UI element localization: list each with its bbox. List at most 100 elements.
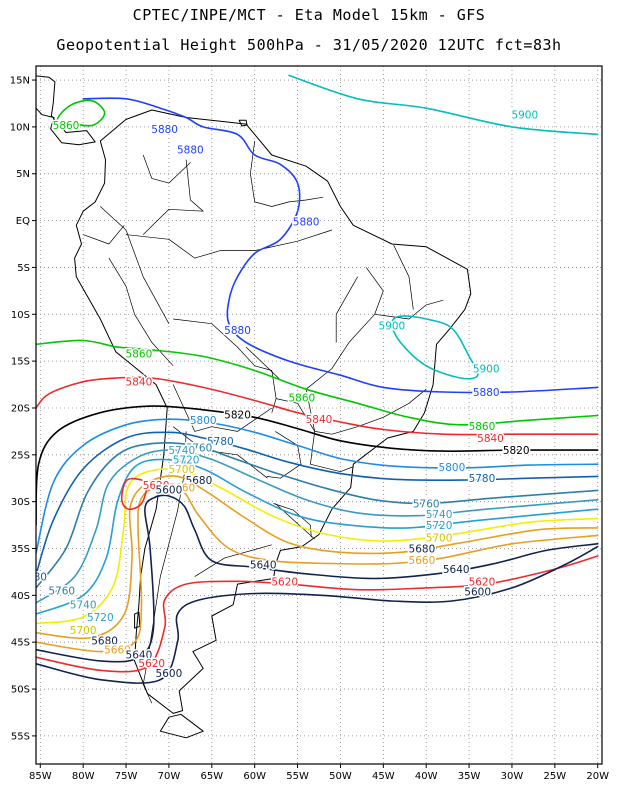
tick-label-lat: 15N	[10, 76, 30, 87]
contour-label: 5620	[271, 576, 298, 588]
country-border	[142, 431, 187, 704]
country-border	[393, 244, 414, 310]
contour-label: 5760	[48, 586, 75, 598]
axis-ticks: 85W 80W 75W 70W 65W 60W 55W 50W 45W 40W 35W 30W 25W 2…	[10, 76, 609, 782]
tick-label-lon: 45W	[372, 771, 395, 782]
contour-label: 5700	[70, 625, 97, 637]
contour-label: 5600	[156, 484, 183, 496]
contour-label: 5740	[168, 445, 195, 457]
contour-line	[120, 477, 148, 511]
height-contours	[36, 74, 599, 684]
contour-label: 5880	[473, 387, 500, 399]
contour-line	[36, 545, 599, 684]
contour-label: 5780	[207, 436, 234, 448]
contour-label: 5620	[469, 576, 496, 588]
contour-label: 5800	[190, 415, 217, 427]
contour-line	[36, 468, 599, 625]
tick-label-lon: 25W	[544, 771, 567, 782]
tick-label-lon: 65W	[200, 771, 223, 782]
contour-label: 5840	[306, 414, 333, 426]
contour-label: 5720	[87, 612, 114, 624]
contour-label: 5900	[473, 364, 500, 376]
contour-line	[36, 442, 599, 589]
tick-label-lon: 60W	[243, 771, 266, 782]
contour-line	[36, 418, 599, 554]
country-border	[194, 544, 272, 577]
title-line-1: CPTEC/INPE/MCT - Eta Model 15km - GFS	[132, 6, 486, 24]
contour-line	[36, 494, 599, 663]
contour-label: 5860	[53, 120, 80, 132]
country-border	[100, 206, 170, 324]
contour-label: 5880	[293, 217, 320, 229]
contour-label: 5700	[426, 532, 453, 544]
tick-label-lon: 75W	[115, 771, 138, 782]
coastline	[36, 75, 96, 146]
contour-label: 5680	[186, 475, 213, 487]
contour-label: 5880	[151, 124, 178, 136]
tick-label-lat: 15S	[11, 357, 30, 368]
tick-label-lat: 25S	[11, 450, 30, 461]
contour-label: 5860	[469, 421, 496, 433]
tick-label-lon: 35W	[458, 771, 481, 782]
contour-label: 5760	[413, 499, 440, 511]
contour-labels: 5900 5900 5900 5880 5880 5880 5880 5880 5860 5860…	[34, 108, 540, 681]
contour-label: 5620	[143, 480, 170, 492]
contour-line	[36, 449, 599, 604]
tick-label-lat: 5N	[16, 169, 30, 180]
tick-label-lon: 85W	[29, 771, 52, 782]
contour-label: 5600	[156, 668, 183, 680]
country-border	[83, 225, 125, 245]
country-border	[142, 154, 191, 184]
contour-label: 5860	[126, 349, 153, 361]
tick-label-lon: 30W	[501, 771, 524, 782]
coastline	[238, 119, 248, 127]
coastline	[74, 109, 472, 714]
contour-label: 5840	[477, 433, 504, 445]
country-border	[335, 276, 358, 343]
contour-line	[36, 555, 599, 673]
country-border	[310, 431, 353, 473]
plot-frame	[35, 65, 603, 765]
contour-label: 80	[34, 572, 47, 584]
contour-label: 5640	[443, 564, 470, 576]
contour-line	[36, 485, 599, 653]
tick-label-lat: 5S	[17, 263, 30, 274]
tick-label-lon: 20W	[586, 771, 609, 782]
contour-label: 5800	[439, 462, 466, 474]
tick-label-lat: 10N	[10, 122, 30, 133]
tick-label-lon: 55W	[286, 771, 309, 782]
contour-label: 5640	[250, 559, 277, 571]
country-border	[276, 398, 315, 432]
contour-line	[36, 458, 599, 615]
contour-label: 5640	[126, 649, 153, 661]
country-border	[266, 431, 302, 479]
tick-label-lat: EQ	[16, 216, 30, 227]
contour-label: 5720	[426, 520, 453, 532]
contour-line	[391, 315, 479, 380]
contour-label: 5820	[224, 410, 251, 422]
country-border	[374, 299, 444, 320]
contour-label: 5760	[186, 442, 213, 454]
contour-line	[82, 97, 599, 394]
tick-label-lon: 50W	[329, 771, 352, 782]
contour-label: 5740	[70, 600, 97, 612]
country-border	[125, 229, 333, 259]
tick-label-lat: 45S	[11, 638, 30, 649]
contour-label: 5720	[173, 455, 200, 467]
contour-line	[36, 339, 599, 426]
contour-label: 5860	[288, 393, 315, 405]
contour-label: 5700	[168, 464, 195, 476]
contour-label: 5740	[426, 509, 453, 521]
contour-label: 5780	[469, 473, 496, 485]
contour-label: 5600	[464, 587, 491, 599]
tick-label-lat: 10S	[11, 310, 30, 321]
country-border	[245, 267, 384, 390]
title-line-2: Geopotential Height 500hPa - 31/05/2020 …	[56, 36, 562, 54]
coastline	[159, 713, 204, 739]
contour-label: 5900	[511, 110, 538, 122]
tick-label-lon: 80W	[72, 771, 95, 782]
country-border	[172, 426, 268, 479]
contour-label: 5820	[503, 445, 530, 457]
tick-label-lat: 20S	[11, 403, 30, 414]
tick-label-lon: 40W	[415, 771, 438, 782]
